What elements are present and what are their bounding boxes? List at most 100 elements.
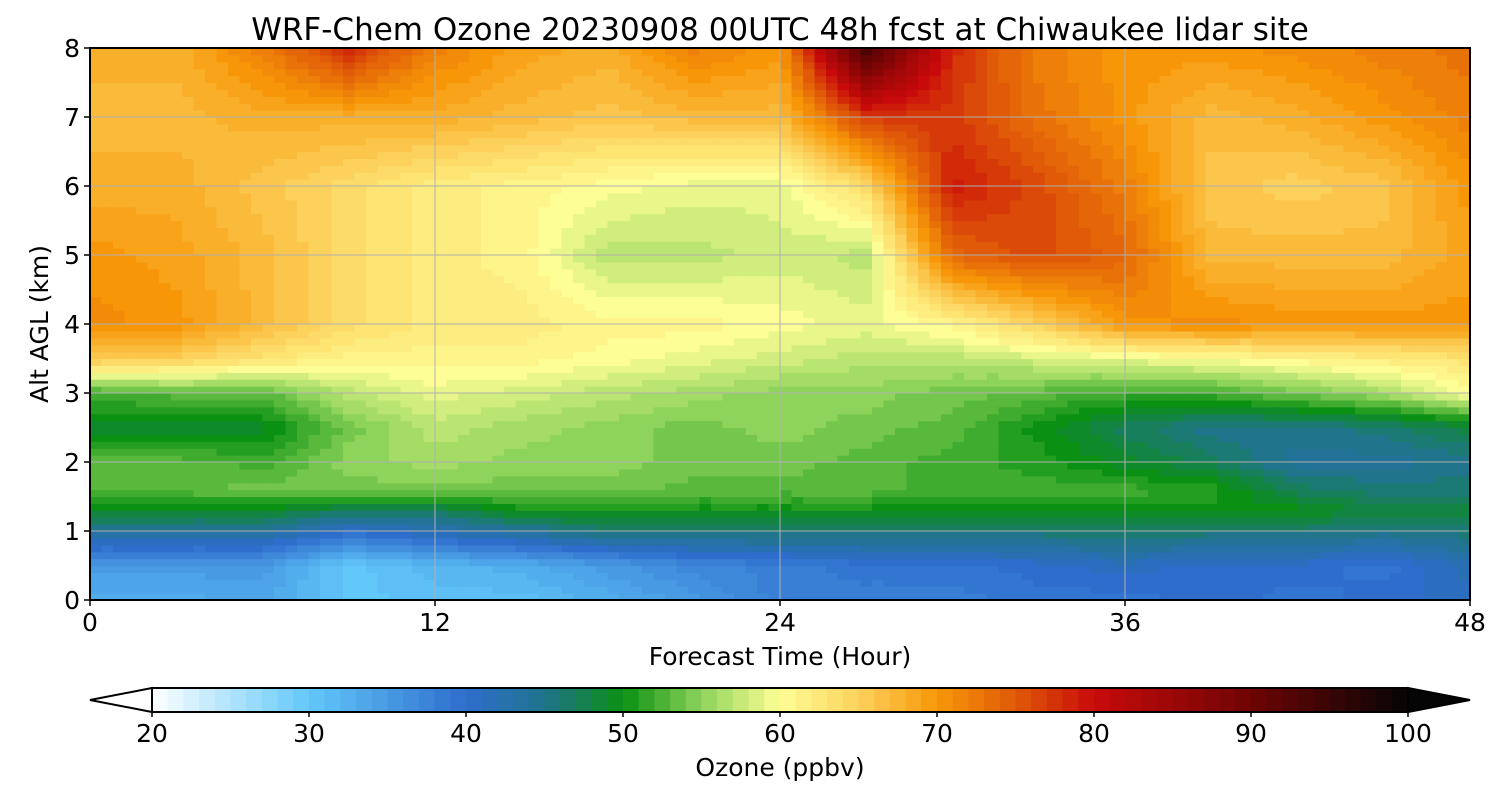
heatmap-cell [400,551,413,560]
heatmap-cell [745,413,758,422]
heatmap-cell [124,413,137,422]
heatmap-cell [1435,551,1448,560]
heatmap-cell [446,572,459,580]
heatmap-cell [1090,393,1103,401]
heatmap-cell [297,427,310,435]
heatmap-cell [584,393,597,401]
heatmap-cell [366,358,379,366]
heatmap-cell [1366,337,1379,346]
heatmap-cell [239,524,252,532]
heatmap-cell [745,434,758,442]
heatmap-cell [1297,565,1310,573]
heatmap-cell [1113,537,1126,546]
heatmap-cell [803,317,816,325]
heatmap-cell [791,558,804,567]
heatmap-cell [768,475,781,484]
heatmap-cell [1102,482,1115,491]
heatmap-cell [711,537,724,546]
heatmap-cell [941,572,954,580]
heatmap-cell [469,468,482,477]
heatmap-cell [699,455,712,463]
heatmap-cell [1067,365,1080,373]
heatmap-cell [308,565,321,573]
heatmap-cell [400,310,413,318]
heatmap-cell [1067,475,1080,484]
heatmap-cell [653,551,666,560]
heatmap-cell [136,544,149,553]
heatmap-cell [331,441,344,449]
heatmap-cell [722,351,735,360]
heatmap-cell [1286,441,1299,449]
heatmap-cell [101,448,114,456]
heatmap-cell [1297,427,1310,435]
heatmap-cell [642,544,655,553]
heatmap-cell [1458,427,1471,435]
heatmap-cell [849,379,862,387]
heatmap-cell [642,558,655,567]
heatmap-cell [1332,399,1345,408]
heatmap-cell [653,482,666,491]
heatmap-cell [1079,489,1092,498]
heatmap-cell [354,420,367,429]
heatmap-cell [630,544,643,553]
heatmap-cell [1194,317,1207,325]
heatmap-cell [1412,330,1425,339]
heatmap-cell [1090,434,1103,442]
heatmap-cell [550,434,563,442]
heatmap-cell [688,579,701,587]
heatmap-cell [1205,358,1218,366]
heatmap-cell [1228,427,1241,435]
heatmap-cell [262,455,275,463]
heatmap-cell [1343,441,1356,449]
heatmap-cell [446,462,459,470]
heatmap-cell [1286,462,1299,470]
heatmap-cell [929,406,942,415]
heatmap-cell [1458,524,1471,532]
heatmap-cell [1090,399,1103,408]
heatmap-cell [676,475,689,484]
heatmap-cell [101,372,114,380]
heatmap-cell [1389,544,1402,553]
heatmap-cell [699,524,712,532]
heatmap-cell [711,468,724,477]
heatmap-cell [1424,372,1437,380]
heatmap-cell [193,468,206,477]
heatmap-cell [1378,544,1391,553]
heatmap-cell [1056,586,1069,594]
heatmap-cell [527,427,540,435]
heatmap-cell [1389,531,1402,539]
heatmap-cell [492,496,505,504]
heatmap-cell [619,586,632,594]
heatmap-cell [343,317,356,325]
heatmap-cell [228,393,241,401]
heatmap-cell [1263,565,1276,573]
heatmap-cell [101,503,114,511]
heatmap-cell [929,324,942,332]
heatmap-cell [1332,455,1345,463]
heatmap-cell [757,351,770,360]
heatmap-cell [883,372,896,380]
heatmap-cell [596,593,609,601]
heatmap-cell [883,551,896,560]
heatmap-cell [1297,413,1310,422]
heatmap-cell [1148,386,1161,394]
heatmap-cell [469,586,482,594]
heatmap-cell [745,524,758,532]
heatmap-cell [481,420,494,429]
heatmap-cell [722,441,735,449]
heatmap-cell [872,537,885,546]
heatmap-cell [987,579,1000,587]
heatmap-cell [699,324,712,332]
heatmap-cell [136,420,149,429]
heatmap-cell [665,462,678,470]
heatmap-cell [987,544,1000,553]
heatmap-cell [1217,344,1230,353]
heatmap-cell [170,420,183,429]
heatmap-cell [320,455,333,463]
heatmap-cell [711,434,724,442]
heatmap-cell [308,482,321,491]
heatmap-cell [1320,510,1333,518]
heatmap-cell [1079,337,1092,346]
heatmap-cell [1125,427,1138,435]
heatmap-cell [239,330,252,339]
